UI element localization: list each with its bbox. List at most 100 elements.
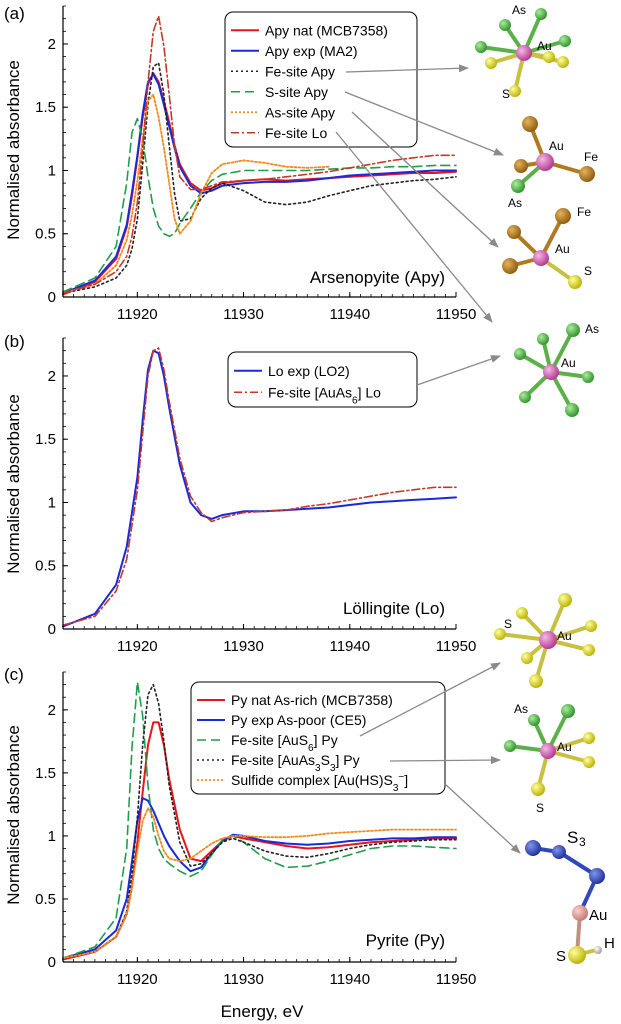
panel-c: 0 0.5 1 1.5 2 11920 11930 11940 11950 (c) Pyrite… (4, 665, 476, 988)
h-atom (594, 946, 602, 954)
s-atom (531, 782, 545, 796)
y-axis-label-b: Normalised absorbance (4, 394, 23, 574)
panel-label: (c) (4, 665, 24, 684)
s-atom (521, 652, 533, 664)
legend-box (224, 11, 418, 148)
fe-atom (507, 225, 521, 239)
au-atom (516, 45, 532, 61)
arrow-s-site-apy (344, 91, 504, 156)
legend-label: As-site Apy (265, 104, 335, 120)
panel-label: (b) (4, 332, 25, 351)
series-line-fe-site-auas6-lo (62, 347, 457, 626)
y-tick-label: 0.5 (35, 226, 56, 243)
atom-label: Au (549, 139, 564, 153)
s-atom (529, 674, 543, 688)
x-tick-label: 11920 (117, 971, 158, 988)
legend-label: Fe-site [AuS6] Py (231, 732, 338, 754)
arrow-sulfide-complex (444, 783, 521, 854)
y-tick-label: 0.5 (35, 891, 56, 908)
x-tick-label: 11920 (117, 306, 158, 323)
legend-label: Sulfide complex [Au(HS)S3−] (231, 772, 408, 794)
legend-a: Apy nat (MCB7358) Apy exp (MA2) Fe-site Ap… (224, 11, 418, 148)
axes-b: 0 0.5 1 1.5 2 11920 11930 11940 11950 (35, 337, 477, 655)
legend-c: Py nat As-rich (MCB7358) Py exp As-poor (… (190, 681, 446, 795)
atom-label: S (504, 617, 512, 631)
atom-label: As (512, 3, 526, 17)
au-atom (533, 250, 549, 266)
x-tick-label: 11940 (329, 306, 370, 323)
mineral-label: Pyrite (Py) (366, 931, 445, 950)
y-tick-label: 0 (48, 289, 56, 306)
s-atom (485, 57, 497, 69)
atom-label: Au (537, 39, 552, 53)
s-atom (583, 756, 595, 768)
as-atom (561, 704, 575, 718)
x-tick-label: 11950 (436, 638, 477, 655)
arrow-fe-site-auas6-lo (416, 355, 501, 386)
series-line-as-site-apy (62, 93, 330, 295)
au-atom (543, 364, 559, 380)
s-atom (568, 946, 586, 964)
atom-label: Au (589, 907, 607, 924)
legend-label: Apy exp (MA2) (265, 43, 358, 59)
as-atom (519, 391, 531, 403)
x-tick-label: 11950 (436, 971, 477, 988)
atom-label: H (604, 935, 615, 952)
au-atom (536, 153, 554, 171)
as-atom (528, 714, 540, 726)
atom-label: As (585, 322, 599, 336)
x-axis-label: Energy, eV (221, 1002, 305, 1021)
x-tick-label: 11930 (223, 971, 264, 988)
arrow-fe-site-aus6-py (359, 662, 501, 737)
as-atom (565, 403, 579, 417)
structure-fe-site-aus6-py: S Au (494, 593, 597, 688)
series-line-fe-site-lo (62, 15, 457, 294)
series-line-s-site-apy (62, 117, 457, 293)
plot-area-b (62, 347, 457, 628)
atom-label: S (536, 801, 544, 815)
mineral-label: Löllingite (Lo) (343, 599, 445, 618)
s-atom (516, 607, 528, 619)
fe-atom (579, 166, 595, 182)
legend-box (227, 351, 418, 408)
as-atom (535, 8, 547, 20)
y-tick-label: 1.5 (35, 99, 56, 116)
x-tick-label: 11940 (329, 638, 370, 655)
pointer-arrows (335, 64, 521, 854)
legend-b: Lo exp (LO2) Fe-site [AuAs6] Lo (227, 351, 418, 408)
legend-label: Fe-site [AuAs3S3] Py (231, 752, 360, 774)
y-tick-label: 0 (48, 621, 56, 638)
s-atom (543, 51, 555, 63)
legend-label: Fe-site Apy (265, 63, 335, 79)
fe-atom (502, 258, 518, 274)
arrow-as-site-apy (351, 111, 499, 248)
au-atom (572, 905, 588, 921)
as-atom (559, 35, 571, 47)
series-line-fe-site-apy (62, 62, 457, 294)
legend-box (190, 681, 446, 795)
structure-fe-site-apy: As Au S (475, 3, 571, 101)
s-atom (558, 593, 572, 607)
as-atom (511, 179, 525, 193)
s-atom (509, 85, 521, 97)
atom-label-subscript: 3 (579, 835, 586, 849)
fe-atom (522, 116, 538, 132)
s-atom (583, 644, 595, 656)
y-tick-label: 1 (48, 494, 56, 511)
as-atom (514, 348, 526, 360)
y-tick-label: 0.5 (35, 558, 56, 575)
s-atom (585, 620, 597, 632)
atom-label: Au (557, 740, 572, 754)
x-tick-label: 11930 (223, 306, 264, 323)
legend-label: S-site Apy (265, 84, 328, 100)
au-atom (539, 631, 557, 649)
legend-label: Py exp As-poor (CE5) (231, 712, 366, 728)
fe-atom (514, 159, 528, 173)
series-line-lo-exp-lo2 (62, 349, 457, 628)
y-tick-label: 2 (48, 368, 56, 385)
panel-b: 0 0.5 1 1.5 2 11920 11930 11940 11950 (b) Löllin… (4, 332, 476, 655)
x-tick-label: 11930 (223, 638, 264, 655)
y-axis-label-c: Normalised absorbance (4, 725, 23, 905)
legend-label: Lo exp (LO2) (268, 363, 350, 379)
